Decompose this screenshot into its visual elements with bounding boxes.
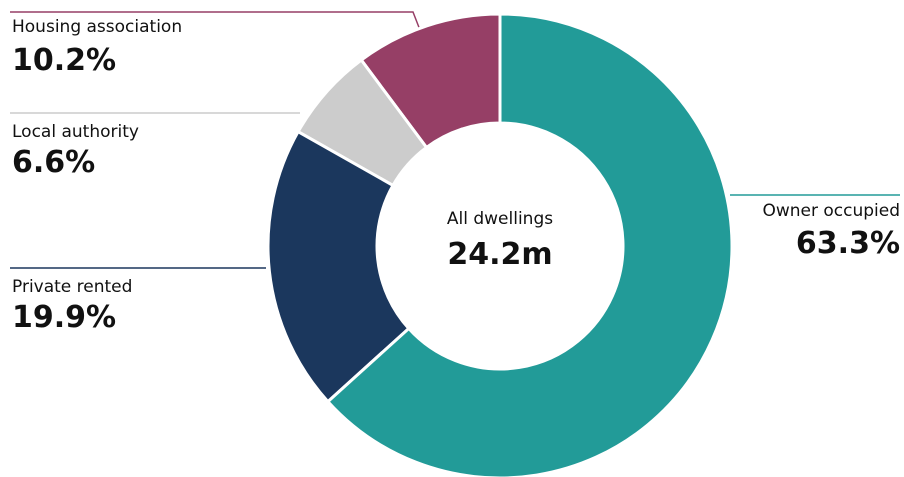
value-label: 19.9% xyxy=(12,300,116,335)
center-value: 24.2m xyxy=(447,237,552,272)
donut-segment xyxy=(296,57,429,188)
value-label: 10.2% xyxy=(12,43,116,78)
category-label: Private rented xyxy=(12,277,132,297)
center-title: All dwellings xyxy=(447,209,553,229)
leader-line xyxy=(10,11,421,31)
category-label: Owner occupied xyxy=(762,201,900,221)
category-label: Housing association xyxy=(12,17,182,37)
category-label: Local authority xyxy=(12,122,139,142)
value-label: 63.3% xyxy=(796,226,900,261)
donut-segment xyxy=(325,12,734,477)
value-label: 6.6% xyxy=(12,145,95,180)
donut-segment xyxy=(266,129,411,404)
